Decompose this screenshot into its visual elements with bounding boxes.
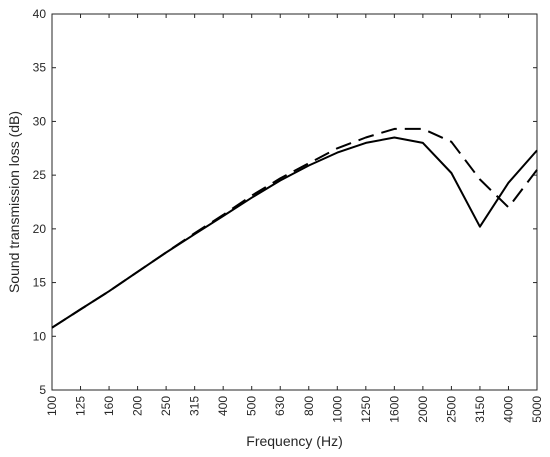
y-axis: 5 10 15 20 25 30 35 40 xyxy=(33,7,537,397)
y-tick-label: 20 xyxy=(33,222,47,236)
x-axis: 100 125 160 200 250 315 400 500 630 800 1000 1250 16… xyxy=(45,14,544,423)
x-tick-label: 125 xyxy=(74,396,88,416)
x-tick-label: 160 xyxy=(102,396,116,416)
x-tick-label: 800 xyxy=(302,396,316,416)
y-tick-label: 40 xyxy=(33,7,47,21)
y-tick-label: 35 xyxy=(33,61,47,75)
x-tick-label: 2500 xyxy=(444,396,458,423)
x-axis-label: Frequency (Hz) xyxy=(246,433,342,449)
x-tick-label: 2000 xyxy=(416,396,430,423)
series-layer xyxy=(51,127,538,329)
y-axis-label: Sound transmission loss (dB) xyxy=(6,111,22,293)
x-tick-label: 4000 xyxy=(501,396,515,423)
x-tick-label: 3150 xyxy=(473,396,487,423)
x-tick-label: 315 xyxy=(188,396,202,416)
x-tick-label: 200 xyxy=(131,396,145,416)
x-tick-label: 400 xyxy=(216,396,230,416)
y-tick-label: 25 xyxy=(33,168,47,182)
y-tick-label: 10 xyxy=(33,329,47,343)
y-tick-label: 5 xyxy=(39,383,46,397)
x-tick-label: 250 xyxy=(159,396,173,416)
x-tick-label: 5000 xyxy=(530,396,544,423)
x-tick-label: 500 xyxy=(245,396,259,416)
series-line-dashed xyxy=(51,127,538,329)
series-line-solid xyxy=(51,136,538,329)
y-tick-label: 15 xyxy=(33,276,47,290)
x-tick-label: 1600 xyxy=(387,396,401,423)
plot-area xyxy=(51,13,538,391)
x-tick-label: 100 xyxy=(45,396,59,416)
plot-frame xyxy=(51,13,538,391)
y-tick-label: 30 xyxy=(33,114,47,128)
x-tick-label: 630 xyxy=(273,396,287,416)
x-tick-label: 1000 xyxy=(330,396,344,423)
x-tick-label: 1250 xyxy=(359,396,373,423)
